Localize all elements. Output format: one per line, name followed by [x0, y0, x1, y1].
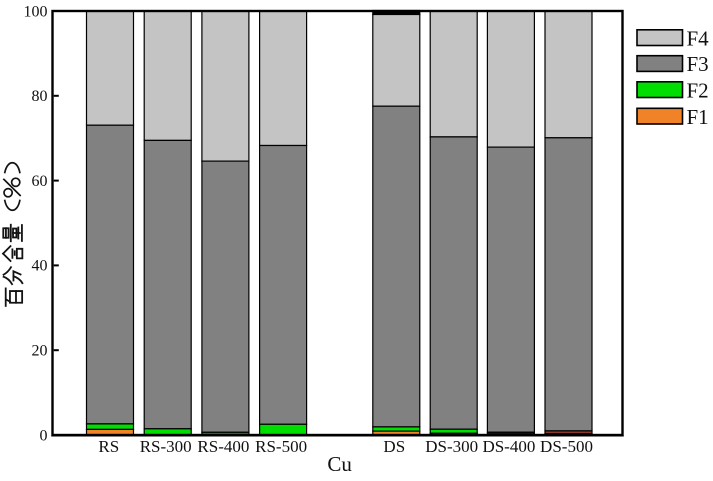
- svg-text:DS-500: DS-500: [540, 437, 593, 456]
- svg-text:Cu: Cu: [327, 452, 352, 476]
- svg-text:DS-400: DS-400: [482, 437, 535, 456]
- svg-text:40: 40: [32, 258, 48, 275]
- svg-text:F1: F1: [687, 105, 709, 129]
- svg-text:RS-400: RS-400: [197, 437, 249, 456]
- svg-text:F2: F2: [687, 78, 709, 102]
- svg-text:80: 80: [32, 88, 48, 105]
- svg-text:RS-300: RS-300: [140, 437, 192, 456]
- svg-text:0: 0: [40, 427, 48, 444]
- svg-text:DS-300: DS-300: [425, 437, 478, 456]
- svg-text:DS: DS: [383, 437, 405, 456]
- svg-text:60: 60: [32, 173, 48, 190]
- svg-text:F3: F3: [687, 52, 709, 76]
- svg-text:F4: F4: [687, 26, 710, 50]
- svg-text:RS-500: RS-500: [255, 437, 307, 456]
- svg-text:100: 100: [24, 3, 48, 20]
- svg-text:20: 20: [32, 343, 48, 360]
- svg-text:RS: RS: [98, 437, 119, 456]
